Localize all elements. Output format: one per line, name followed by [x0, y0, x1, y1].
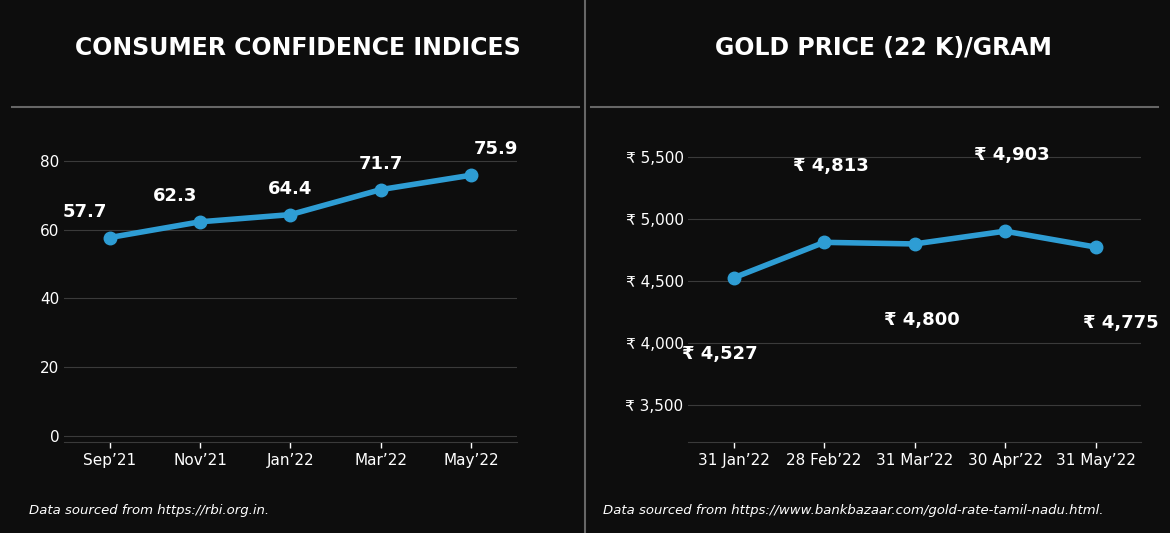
Text: CONSUMER CONFIDENCE INDICES: CONSUMER CONFIDENCE INDICES — [76, 36, 521, 60]
Text: Data sourced from https://www.bankbazaar.com/gold-rate-tamil-nadu.html.: Data sourced from https://www.bankbazaar… — [603, 504, 1103, 517]
Text: Data sourced from https://rbi.org.in.: Data sourced from https://rbi.org.in. — [29, 504, 269, 517]
Text: 57.7: 57.7 — [62, 203, 106, 221]
Text: 75.9: 75.9 — [474, 141, 518, 158]
Text: ₹ 4,527: ₹ 4,527 — [682, 345, 758, 363]
Text: ₹ 4,800: ₹ 4,800 — [883, 311, 959, 329]
Text: 71.7: 71.7 — [359, 155, 404, 173]
Text: 62.3: 62.3 — [153, 187, 198, 205]
Text: GOLD PRICE (22 K)/GRAM: GOLD PRICE (22 K)/GRAM — [715, 36, 1052, 60]
Text: ₹ 4,813: ₹ 4,813 — [793, 157, 869, 175]
Text: 64.4: 64.4 — [268, 180, 312, 198]
Text: ₹ 4,903: ₹ 4,903 — [975, 146, 1049, 164]
Text: ₹ 4,775: ₹ 4,775 — [1082, 314, 1158, 333]
